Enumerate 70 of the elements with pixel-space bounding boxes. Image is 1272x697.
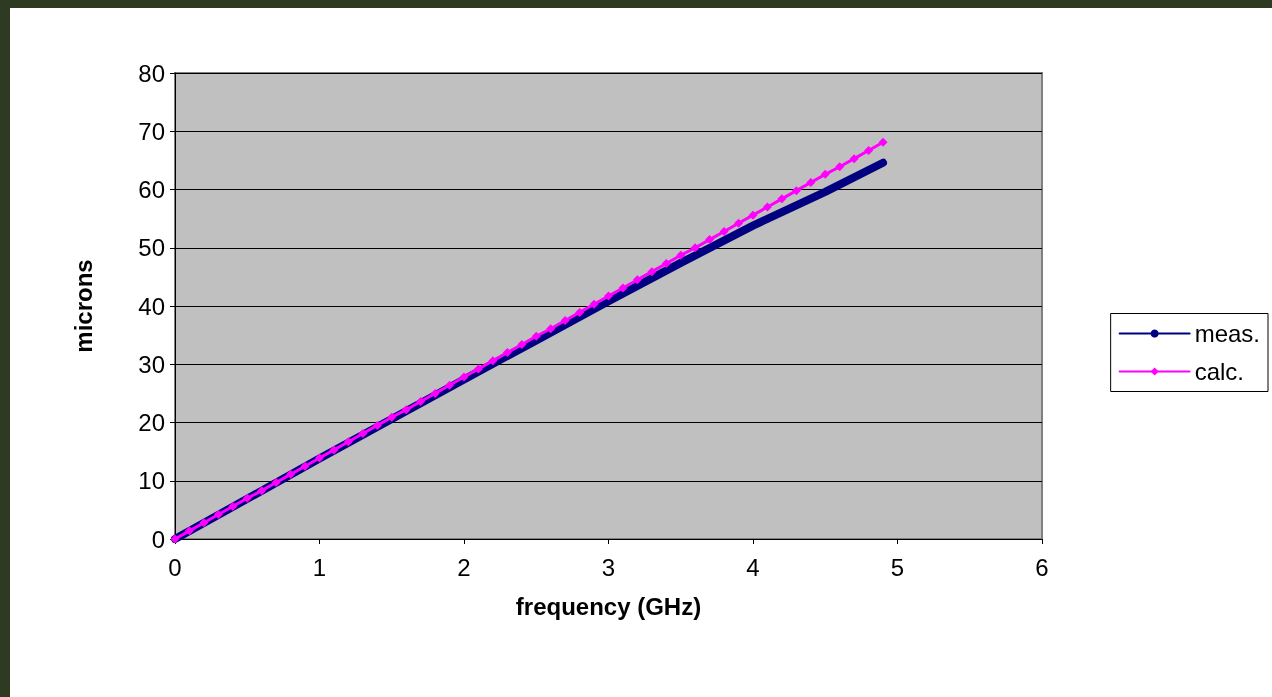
point bbox=[791, 186, 801, 196]
point bbox=[430, 388, 440, 398]
y-tick-label: 80 bbox=[138, 59, 165, 87]
y-tick-label: 20 bbox=[138, 409, 165, 436]
x-tick-label: 1 bbox=[312, 553, 327, 581]
point bbox=[705, 235, 715, 245]
point bbox=[820, 169, 830, 179]
point bbox=[647, 267, 657, 277]
point bbox=[300, 461, 310, 471]
point bbox=[734, 218, 744, 228]
point bbox=[170, 534, 180, 544]
point bbox=[575, 307, 585, 317]
point bbox=[762, 202, 772, 212]
point bbox=[459, 372, 469, 382]
point bbox=[257, 486, 267, 496]
x-tick-label: 4 bbox=[746, 553, 760, 581]
point bbox=[806, 178, 816, 188]
y-tick-label: 0 bbox=[151, 525, 165, 553]
point bbox=[445, 380, 455, 390]
point bbox=[416, 397, 426, 407]
x-tick-label: 0 bbox=[168, 553, 182, 581]
point bbox=[546, 324, 556, 334]
point bbox=[589, 299, 599, 309]
point bbox=[849, 154, 859, 164]
point bbox=[632, 275, 642, 285]
x-tick-label: 5 bbox=[890, 553, 905, 581]
legend-label: calc. bbox=[1194, 358, 1244, 385]
point bbox=[401, 405, 411, 415]
point bbox=[618, 283, 628, 293]
x-tick-label: 2 bbox=[457, 553, 471, 581]
point bbox=[777, 194, 787, 204]
point bbox=[878, 137, 888, 147]
x-tick-label: 3 bbox=[601, 553, 616, 581]
point bbox=[242, 493, 252, 503]
point bbox=[372, 420, 382, 430]
point bbox=[343, 437, 353, 447]
y-tick-label: 50 bbox=[138, 234, 165, 262]
point bbox=[604, 291, 613, 301]
point bbox=[676, 250, 686, 260]
x-tick-label: 6 bbox=[1035, 553, 1049, 581]
point bbox=[690, 243, 700, 253]
point bbox=[473, 364, 483, 374]
y-tick-label: 30 bbox=[138, 350, 165, 378]
point bbox=[286, 469, 296, 479]
point bbox=[329, 445, 339, 455]
point bbox=[661, 258, 671, 268]
y-tick-label: 40 bbox=[138, 292, 165, 320]
point bbox=[358, 429, 368, 439]
point bbox=[488, 356, 498, 366]
legend-label: meas. bbox=[1194, 320, 1260, 347]
y-tick-label: 10 bbox=[138, 467, 165, 495]
point bbox=[864, 145, 874, 155]
point bbox=[213, 510, 223, 520]
point bbox=[835, 162, 845, 172]
point bbox=[199, 518, 209, 528]
point bbox=[719, 226, 729, 236]
point bbox=[531, 331, 541, 341]
point bbox=[748, 210, 758, 220]
point bbox=[517, 339, 527, 349]
y-axis-title: microns bbox=[69, 259, 97, 353]
y-tick-label: 70 bbox=[138, 117, 165, 145]
point bbox=[228, 501, 238, 511]
point bbox=[184, 526, 194, 536]
y-tick-label: 60 bbox=[138, 176, 165, 203]
point bbox=[387, 412, 397, 422]
point bbox=[560, 316, 570, 326]
point bbox=[315, 453, 324, 463]
point bbox=[271, 478, 281, 487]
point bbox=[502, 348, 512, 358]
x-axis-title: frequency (GHz) bbox=[515, 592, 702, 620]
